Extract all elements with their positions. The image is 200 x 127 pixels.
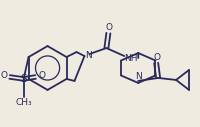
Text: CH₃: CH₃ bbox=[15, 98, 32, 107]
Text: NH: NH bbox=[124, 53, 137, 62]
Text: N: N bbox=[134, 72, 141, 81]
Text: N: N bbox=[85, 51, 91, 60]
Text: O: O bbox=[153, 53, 160, 61]
Text: O: O bbox=[38, 72, 45, 81]
Text: O: O bbox=[105, 23, 112, 32]
Text: O: O bbox=[0, 72, 7, 81]
Text: S: S bbox=[20, 74, 27, 84]
